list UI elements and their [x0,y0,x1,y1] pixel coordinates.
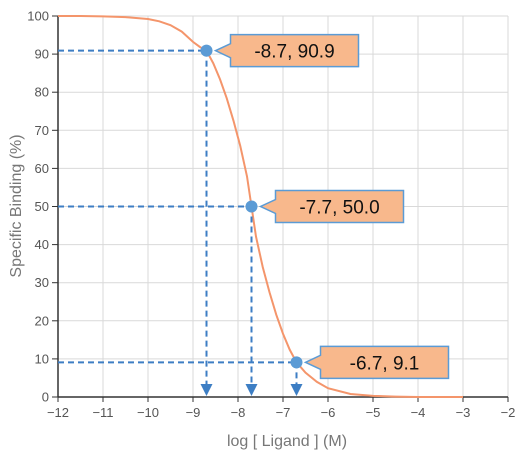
x-tick-label: −11 [92,405,113,420]
x-axis-title: log [ Ligand ] (M) [227,433,347,450]
data-point-marker [290,356,303,369]
y-tick-label: 70 [35,123,49,138]
y-axis-ticks: 0 10 20 30 40 50 60 70 80 90 100 [27,9,58,405]
x-tick-label: −6 [321,405,336,420]
y-tick-label: 30 [35,275,49,290]
data-point-marker [245,200,258,213]
guide-lines [58,49,303,396]
x-tick-label: −9 [186,405,201,420]
callouts: -8.7, 90.9 -7.7, 50.0 -6.7, 9.1 [213,33,450,380]
y-axis-title: Specific Binding (%) [8,134,25,277]
callout-label: -8.7, 90.9 [254,42,334,63]
guide-arrowhead [245,384,258,396]
callout-label: -6.7, 9.1 [350,353,420,374]
callout-box [303,345,450,380]
y-tick-label: 60 [35,161,49,176]
y-tick-label: 10 [35,351,49,366]
callout-box [213,33,360,68]
y-tick-label: 0 [42,390,49,405]
x-tick-label: −5 [366,405,381,420]
data-points [200,44,303,369]
guide-arrowhead [200,384,213,396]
callout-box [258,189,405,224]
callout-label: -7.7, 50.0 [299,198,379,219]
data-point-marker [200,44,213,57]
y-tick-label: 100 [27,9,49,24]
grid [58,15,509,397]
y-tick-label: 90 [35,47,49,62]
y-tick-label: 80 [35,85,49,100]
binding-curve [58,15,463,398]
y-tick-label: 40 [35,237,49,252]
x-tick-label: −3 [456,405,471,420]
y-tick-label: 50 [35,199,49,214]
x-tick-label: −2 [501,405,516,420]
x-tick-label: −12 [47,405,69,420]
x-tick-label: −10 [137,405,159,420]
x-tick-label: −4 [411,405,426,420]
x-tick-label: −8 [231,405,246,420]
guide-arrowhead [290,384,303,396]
y-tick-label: 20 [35,313,49,328]
x-axis-ticks: −12 −11 −10 −9 −8 −7 −6 −5 −4 −3 −2 [47,397,515,420]
x-tick-label: −7 [276,405,291,420]
